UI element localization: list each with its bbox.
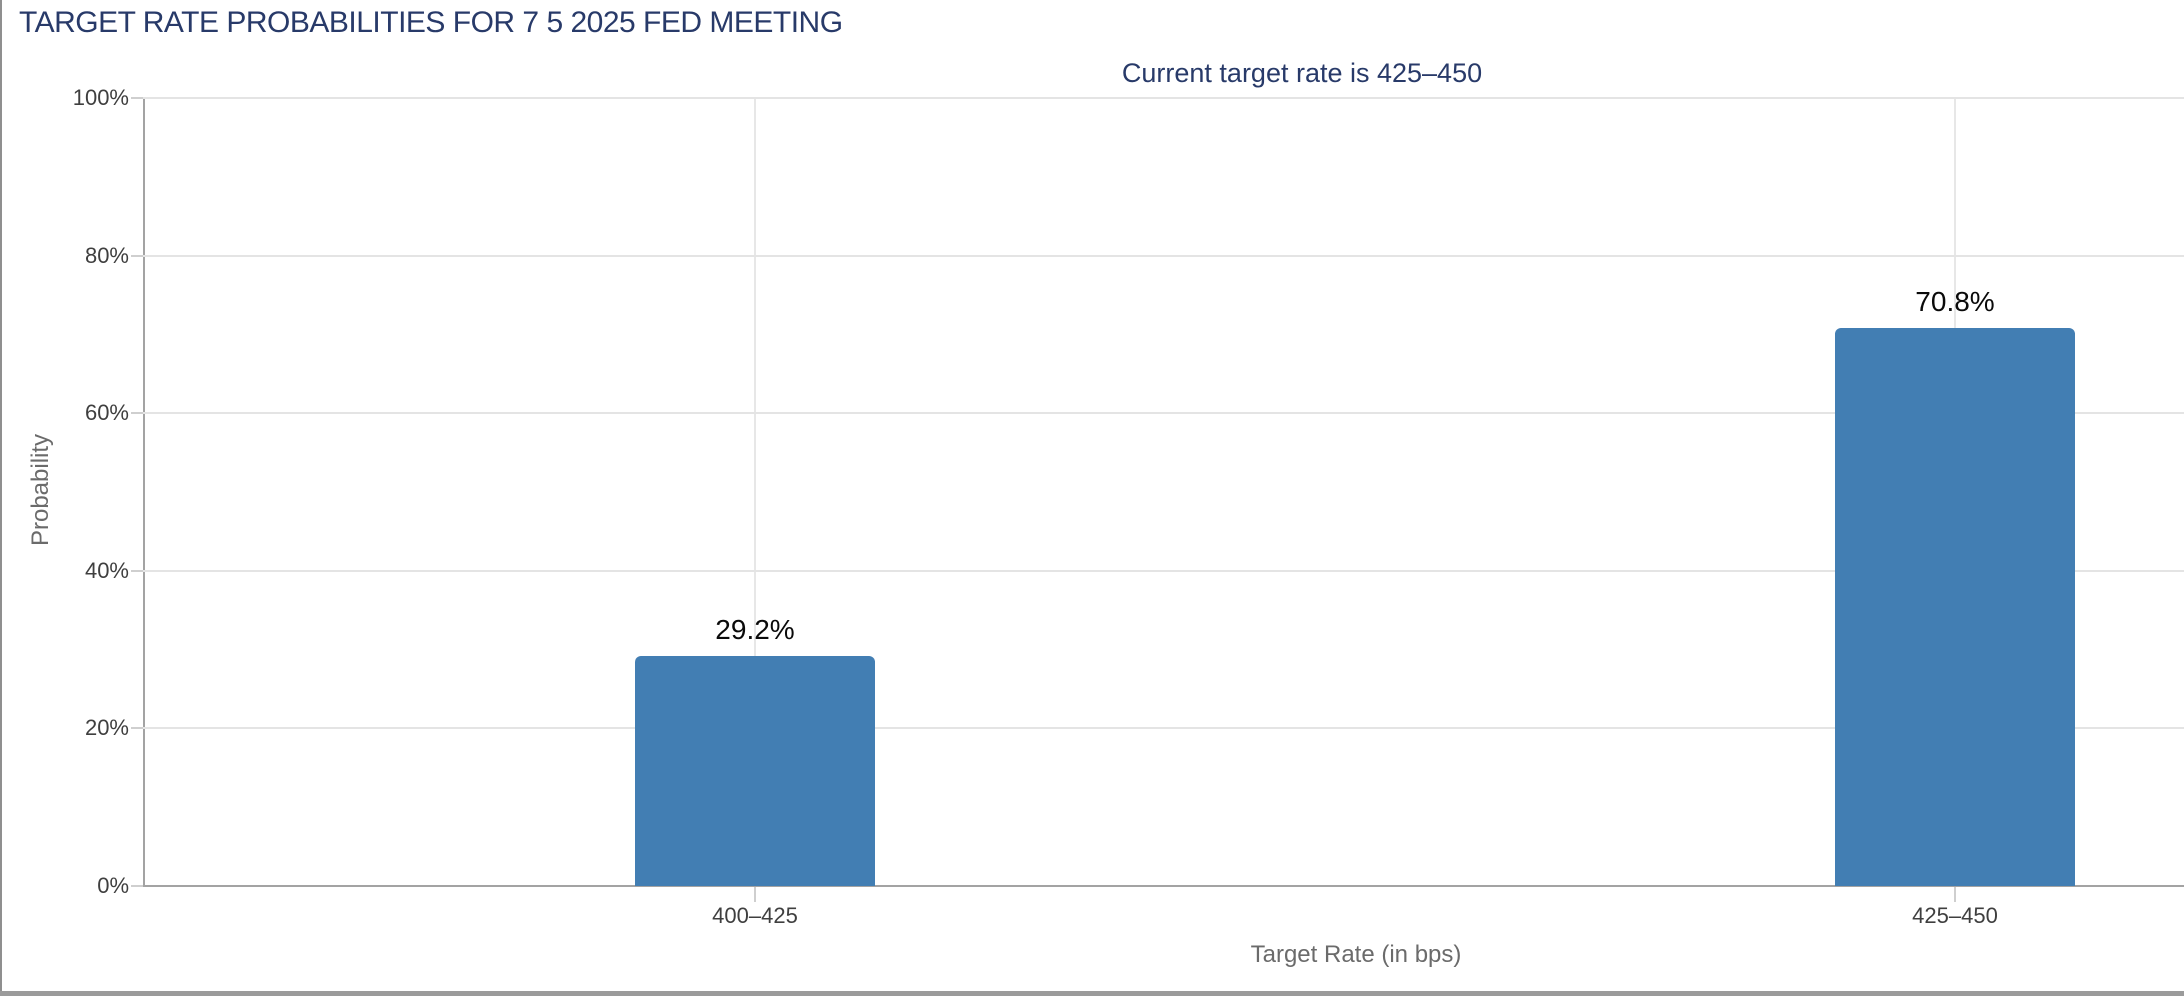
- bar-value-label: 29.2%: [715, 614, 795, 645]
- y-tick-mark: [131, 254, 143, 257]
- y-tick-mark: [131, 97, 143, 99]
- vertical-gridline: [754, 98, 756, 886]
- y-tick-mark: [131, 727, 143, 730]
- horizontal-gridline: [143, 412, 2184, 415]
- x-tick-mark: [1954, 887, 1956, 902]
- y-tick-label: 100%: [72, 85, 129, 110]
- x-axis-title: Target Rate (in bps): [1250, 941, 1462, 968]
- chart-subtitle: Current target rate is 425–450: [1121, 58, 1483, 88]
- probability-bar[interactable]: [1835, 328, 2075, 886]
- y-tick-label: 0%: [97, 873, 129, 898]
- x-category-label: 425–450: [1912, 903, 1998, 928]
- x-tick-mark: [754, 887, 756, 902]
- horizontal-gridline: [143, 254, 2184, 257]
- x-axis-line: [143, 885, 2184, 887]
- x-category-label: 400–425: [712, 903, 798, 928]
- horizontal-gridline: [143, 569, 2184, 572]
- plot-area: [143, 97, 2184, 887]
- y-axis-line: [143, 98, 145, 886]
- y-tick-label: 60%: [84, 400, 129, 426]
- y-axis-title: Probability: [27, 433, 54, 547]
- horizontal-gridline: [143, 97, 2184, 99]
- bar-value-label: 70.8%: [1915, 286, 1995, 317]
- chart-title: TARGET RATE PROBABILITIES FOR 7 5 2025 F…: [19, 6, 843, 39]
- y-tick-mark: [131, 885, 143, 887]
- y-tick-label: 20%: [84, 715, 129, 741]
- y-tick-label: 80%: [84, 242, 129, 268]
- widget-left-border: [0, 0, 2, 996]
- y-tick-label: 40%: [84, 557, 129, 583]
- y-tick-mark: [131, 569, 143, 572]
- widget-bottom-border: [0, 991, 2184, 996]
- horizontal-gridline: [143, 727, 2184, 730]
- probability-bar[interactable]: [635, 656, 875, 886]
- y-tick-mark: [131, 412, 143, 415]
